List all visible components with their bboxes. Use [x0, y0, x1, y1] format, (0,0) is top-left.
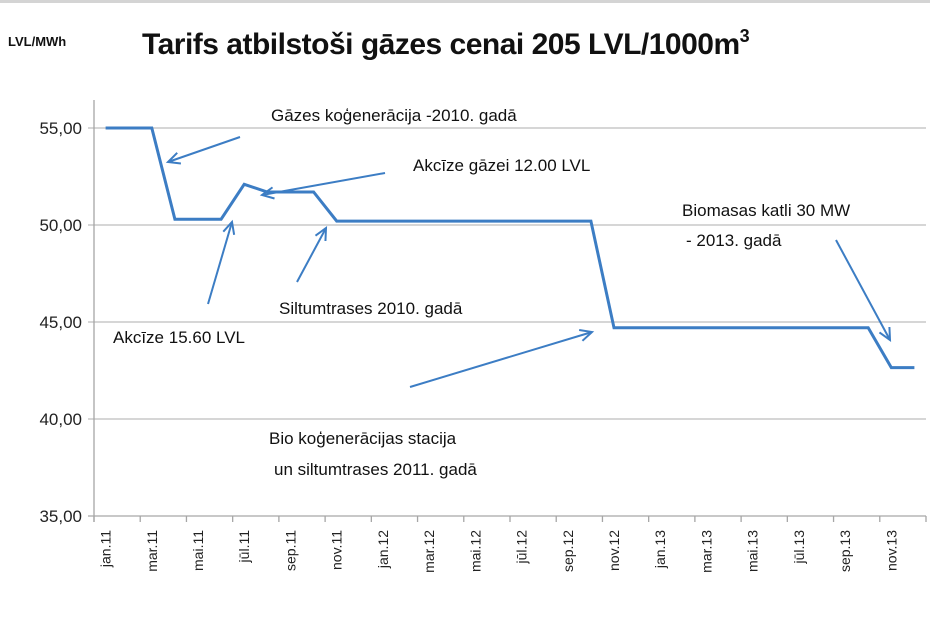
annotation-label: Siltumtrases 2010. gadā [279, 299, 463, 318]
arrow-icon [259, 172, 386, 200]
x-tick-label: nov.13 [883, 530, 899, 571]
annotation-label-line2: un siltumtrases 2011. gadā [274, 460, 477, 479]
x-tick-label: mai.12 [467, 530, 483, 572]
arrow-icon [296, 225, 328, 283]
arrow-shaft [167, 136, 241, 163]
arrow-icon [207, 219, 236, 305]
arrow-head [579, 328, 595, 342]
x-tick-label: sep.11 [282, 530, 298, 571]
x-tick-label: jūl.13 [791, 530, 807, 565]
x-tick-label: nov.11 [329, 530, 345, 570]
annotation-label: Bio koģenerācijas stacija [269, 429, 457, 448]
arrow-icon [165, 136, 241, 165]
x-axis-ticks: jan.11 mar.11 mai.11 jūl.11 sep.11 nov.11 jan.… [93, 516, 927, 573]
x-tick-label: mai.13 [745, 530, 761, 572]
x-tick-label: jan.13 [652, 530, 668, 569]
gridlines [88, 127, 926, 517]
y-tick-label: 55,00 [39, 119, 82, 138]
y-tick-label: 50,00 [39, 216, 82, 235]
x-tick-label: mai.11 [190, 530, 206, 571]
x-tick-label: mar.12 [421, 530, 437, 573]
y-axis-ticks: 55,00 50,00 45,00 40,00 35,00 [39, 119, 82, 526]
annotation-label: Gāzes koģenerācija -2010. gadā [271, 106, 517, 125]
y-axis-unit-label: LVL/MWh [8, 34, 67, 49]
x-tick-label: jan.12 [375, 530, 391, 569]
arrow-icon [835, 239, 892, 343]
tariff-line [105, 126, 915, 370]
arrow-head [259, 186, 275, 200]
annotations: Gāzes koģenerācija -2010. gadā Akcīze gāz… [113, 106, 850, 479]
annotation-label-line2: - 2013. gadā [686, 231, 782, 250]
annotation-label: Biomasas katli 30 MW [682, 201, 850, 220]
x-tick-label: mar.11 [144, 530, 160, 572]
arrow-head [165, 152, 182, 165]
annotation-label: Akcīze 15.60 LVL [113, 328, 245, 347]
arrow-head [878, 326, 892, 343]
arrow-shaft [409, 331, 593, 388]
chart-title-superscript: 3 [739, 26, 750, 46]
annotation-arrows [165, 136, 892, 388]
y-tick-label: 40,00 [39, 410, 82, 429]
x-tick-label: mar.13 [698, 530, 714, 573]
arrow-icon [409, 328, 595, 388]
chart-title-text: Tarifs atbilstoši gāzes cenai 205 LVL/10… [142, 28, 740, 61]
y-tick-label: 45,00 [39, 313, 82, 332]
arrow-head [314, 225, 328, 242]
top-border [0, 0, 930, 3]
arrow-head [222, 219, 236, 235]
x-tick-label: sep.13 [837, 530, 853, 572]
x-tick-label: jūl.11 [236, 530, 252, 564]
x-tick-label: jan.11 [98, 530, 114, 568]
x-tick-label: jūl.12 [514, 530, 530, 565]
x-tick-label: nov.12 [606, 530, 622, 571]
arrow-shaft [207, 221, 233, 305]
arrow-shaft [296, 227, 327, 283]
annotation-label: Akcīze gāzei 12.00 LVL [413, 156, 590, 175]
arrow-shaft [835, 239, 891, 341]
chart-title: Tarifs atbilstoši gāzes cenai 205 LVL/10… [142, 26, 750, 62]
y-tick-label: 35,00 [39, 507, 82, 526]
x-tick-label: sep.12 [560, 530, 576, 572]
